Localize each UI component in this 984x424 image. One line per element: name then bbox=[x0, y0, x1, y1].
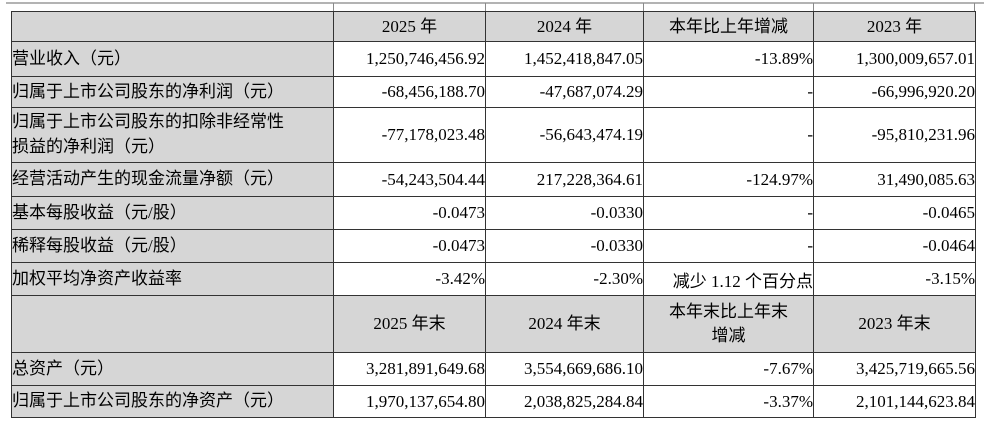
value-cell: - bbox=[643, 229, 814, 263]
header-2023: 2023 年 bbox=[813, 11, 976, 42]
row-label-cell: 归属于上市公司股东的扣除非经常性 损益的净利润（元） bbox=[11, 107, 334, 163]
value-cell: -47,687,074.29 bbox=[485, 76, 644, 108]
value-cell: -3.42% bbox=[333, 262, 486, 296]
section2-header-row: 2025 年末 2024 年末 本年末比上年末 增减 2023 年末 bbox=[11, 295, 976, 353]
cropped-row-edge-line bbox=[6, 2, 984, 4]
value-cell: 3,425,719,665.56 bbox=[813, 352, 976, 386]
row-label-cell: 归属于上市公司股东的净利润（元） bbox=[11, 76, 334, 108]
value-cell: 1,250,746,456.92 bbox=[333, 41, 486, 77]
table-row-operating-revenue: 营业收入（元） 1,250,746,456.92 1,452,418,847.0… bbox=[11, 41, 976, 77]
value-cell: 减少 1.12 个百分点 bbox=[643, 262, 814, 296]
value-cell: 2,101,144,623.84 bbox=[813, 385, 976, 418]
table-row-net-profit-excl-nonrecurring: 归属于上市公司股东的扣除非经常性 损益的净利润（元） -77,178,023.4… bbox=[11, 107, 976, 163]
header-year-end-change: 本年末比上年末 增减 bbox=[643, 295, 814, 353]
header-2025-year-end: 2025 年末 bbox=[333, 295, 486, 353]
table-row-net-assets: 归属于上市公司股东的净资产（元） 1,970,137,654.80 2,038,… bbox=[11, 385, 976, 418]
value-cell: 3,281,891,649.68 bbox=[333, 352, 486, 386]
value-cell: -7.67% bbox=[643, 352, 814, 386]
value-cell: 1,300,009,657.01 bbox=[813, 41, 976, 77]
header-2024-year-end: 2024 年末 bbox=[485, 295, 644, 353]
value-cell: -0.0473 bbox=[333, 229, 486, 263]
row-label-cell: 归属于上市公司股东的净资产（元） bbox=[11, 385, 334, 418]
table-row-operating-cash-flow: 经营活动产生的现金流量净额（元） -54,243,504.44 217,228,… bbox=[11, 162, 976, 197]
value-cell: - bbox=[643, 76, 814, 108]
value-cell: -56,643,474.19 bbox=[485, 107, 644, 163]
table-row-basic-eps: 基本每股收益（元/股） -0.0473 -0.0330 - -0.0465 bbox=[11, 196, 976, 230]
table-row-diluted-eps: 稀释每股收益（元/股） -0.0473 -0.0330 - -0.0464 bbox=[11, 229, 976, 263]
value-cell: -68,456,188.70 bbox=[333, 76, 486, 108]
table-row-weighted-avg-roe: 加权平均净资产收益率 -3.42% -2.30% 减少 1.12 个百分点 -3… bbox=[11, 262, 976, 296]
value-cell: 1,452,418,847.05 bbox=[485, 41, 644, 77]
cropped-row-tick bbox=[485, 3, 486, 12]
financial-summary-table: 2025 年 2024 年 本年比上年增减 2023 年 营业收入（元） 1,2… bbox=[11, 11, 976, 418]
value-cell: -77,178,023.48 bbox=[333, 107, 486, 163]
value-cell: -0.0330 bbox=[485, 229, 644, 263]
value-cell: -0.0464 bbox=[813, 229, 976, 263]
header-2023-year-end: 2023 年末 bbox=[813, 295, 976, 353]
cropped-row-tick bbox=[643, 3, 644, 12]
row-label-cell: 经营活动产生的现金流量净额（元） bbox=[11, 162, 334, 197]
row-label-cell: 加权平均净资产收益率 bbox=[11, 262, 334, 296]
table-row-total-assets: 总资产（元） 3,281,891,649.68 3,554,669,686.10… bbox=[11, 352, 976, 386]
value-cell: 31,490,085.63 bbox=[813, 162, 976, 197]
value-cell: - bbox=[643, 196, 814, 230]
table-row-net-profit: 归属于上市公司股东的净利润（元） -68,456,188.70 -47,687,… bbox=[11, 76, 976, 108]
value-cell: -0.0465 bbox=[813, 196, 976, 230]
header-2025: 2025 年 bbox=[333, 11, 486, 42]
section1-header-row: 2025 年 2024 年 本年比上年增减 2023 年 bbox=[11, 11, 976, 42]
value-cell: -13.89% bbox=[643, 41, 814, 77]
value-cell: -3.37% bbox=[643, 385, 814, 418]
value-cell: -95,810,231.96 bbox=[813, 107, 976, 163]
value-cell: -2.30% bbox=[485, 262, 644, 296]
value-cell: -0.0473 bbox=[333, 196, 486, 230]
value-cell: - bbox=[643, 107, 814, 163]
row-label-cell: 总资产（元） bbox=[11, 352, 334, 386]
value-cell: -0.0330 bbox=[485, 196, 644, 230]
corner-cell bbox=[11, 295, 334, 353]
value-cell: -54,243,504.44 bbox=[333, 162, 486, 197]
header-2024: 2024 年 bbox=[485, 11, 644, 42]
row-label-cell: 稀释每股收益（元/股） bbox=[11, 229, 334, 263]
value-cell: 1,970,137,654.80 bbox=[333, 385, 486, 418]
corner-cell bbox=[11, 11, 334, 42]
value-cell: 2,038,825,284.84 bbox=[485, 385, 644, 418]
header-yoy-change: 本年比上年增减 bbox=[643, 11, 814, 42]
row-label-cell: 营业收入（元） bbox=[11, 41, 334, 77]
value-cell: 3,554,669,686.10 bbox=[485, 352, 644, 386]
value-cell: -124.97% bbox=[643, 162, 814, 197]
value-cell: -66,996,920.20 bbox=[813, 76, 976, 108]
cropped-row-tick bbox=[974, 3, 975, 12]
value-cell: 217,228,364.61 bbox=[485, 162, 644, 197]
cropped-row-tick bbox=[813, 3, 814, 12]
cropped-row-tick bbox=[333, 3, 334, 12]
row-label-cell: 基本每股收益（元/股） bbox=[11, 196, 334, 230]
value-cell: -3.15% bbox=[813, 262, 976, 296]
